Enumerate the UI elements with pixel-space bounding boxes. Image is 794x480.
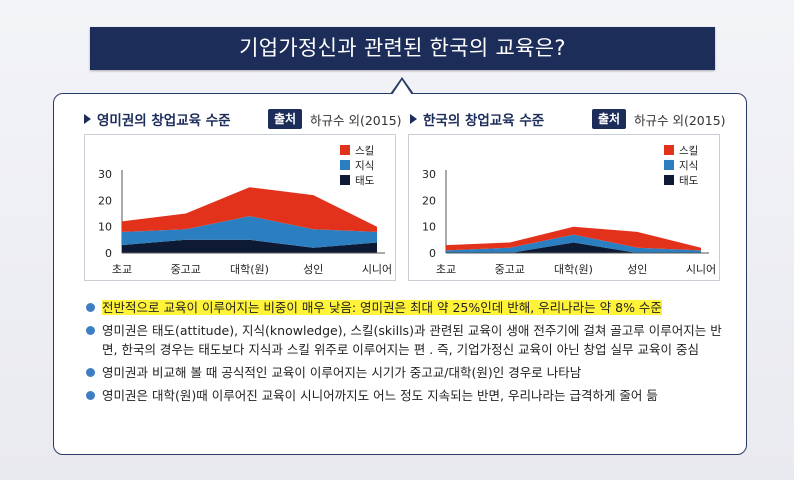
legend-swatch bbox=[664, 160, 674, 170]
y-tick-label: 30 bbox=[98, 168, 112, 181]
legend-swatch bbox=[340, 145, 350, 155]
area-series-스킬 bbox=[446, 226, 701, 251]
x-tick-label: 대학(원) bbox=[230, 263, 269, 276]
area-series-지식 bbox=[446, 234, 701, 253]
legend-swatch bbox=[664, 145, 674, 155]
y-tick-label: 20 bbox=[98, 194, 112, 207]
legend-label: 지식 bbox=[355, 160, 374, 172]
left-chart-heading: 영미권의 창업교육 수준 bbox=[84, 109, 231, 131]
y-tick-label: 0 bbox=[105, 247, 112, 260]
legend-label: 태도 bbox=[679, 175, 699, 187]
legend-swatch bbox=[340, 175, 350, 185]
triangle-bullet-icon bbox=[84, 114, 91, 124]
x-tick-label: 성인 bbox=[627, 263, 647, 276]
bullet-dot-icon bbox=[86, 368, 95, 377]
left-source-tag: 출처 bbox=[268, 109, 303, 129]
x-tick-label: 초교 bbox=[436, 263, 456, 276]
x-tick-label: 중고교 bbox=[171, 263, 201, 276]
legend-label: 스킬 bbox=[355, 144, 374, 157]
bullet-item: 영미권은 태도(attitude), 지식(knowledge), 스킬(ski… bbox=[84, 321, 734, 359]
y-tick-label: 20 bbox=[422, 194, 436, 207]
bullet-dot-icon bbox=[86, 391, 95, 400]
y-tick-label: 0 bbox=[429, 247, 436, 260]
x-tick-label: 중고교 bbox=[495, 263, 525, 276]
left-source-text: 하규수 외(2015) bbox=[310, 113, 402, 128]
bullet-list: 전반적으로 교육이 이루어지는 비중이 매우 낮음: 영미권은 최대 약 25%… bbox=[84, 298, 734, 409]
triangle-bullet-icon bbox=[410, 114, 417, 124]
bullet-item: 전반적으로 교육이 이루어지는 비중이 매우 낮음: 영미권은 최대 약 25%… bbox=[84, 298, 734, 317]
x-tick-label: 초교 bbox=[112, 263, 132, 276]
area-series-태도 bbox=[122, 239, 377, 253]
legend-label: 지식 bbox=[679, 160, 698, 172]
slide-title: 기업가정신과 관련된 한국의 교육은? bbox=[90, 27, 715, 70]
legend-swatch bbox=[340, 160, 350, 170]
bullet-dot-icon bbox=[86, 326, 95, 335]
right-chart-heading: 한국의 창업교육 수준 bbox=[410, 109, 544, 131]
bullet-item: 영미권은 대학(원)때 이루어진 교육이 시니어까지도 어느 정도 지속되는 반… bbox=[84, 386, 734, 405]
x-tick-label: 시니어 bbox=[686, 263, 716, 276]
legend-swatch bbox=[664, 175, 674, 185]
legend-label: 스킬 bbox=[679, 144, 698, 157]
legend-label: 태도 bbox=[355, 175, 375, 187]
y-tick-label: 30 bbox=[422, 168, 436, 181]
y-tick-label: 10 bbox=[98, 221, 112, 234]
bullet-dot-icon bbox=[86, 303, 95, 312]
right-source-text: 하규수 외(2015) bbox=[634, 113, 726, 128]
x-tick-label: 대학(원) bbox=[554, 263, 593, 276]
bullet-item: 영미권과 비교해 볼 때 공식적인 교육이 이루어지는 시기가 중고교/대학(원… bbox=[84, 363, 734, 382]
x-tick-label: 시니어 bbox=[362, 263, 392, 276]
area-series-지식 bbox=[122, 216, 377, 248]
area-series-태도 bbox=[446, 242, 701, 253]
x-tick-label: 성인 bbox=[303, 263, 323, 276]
area-series-스킬 bbox=[122, 187, 377, 232]
right-source-tag: 출처 bbox=[592, 109, 627, 129]
y-tick-label: 10 bbox=[422, 221, 436, 234]
